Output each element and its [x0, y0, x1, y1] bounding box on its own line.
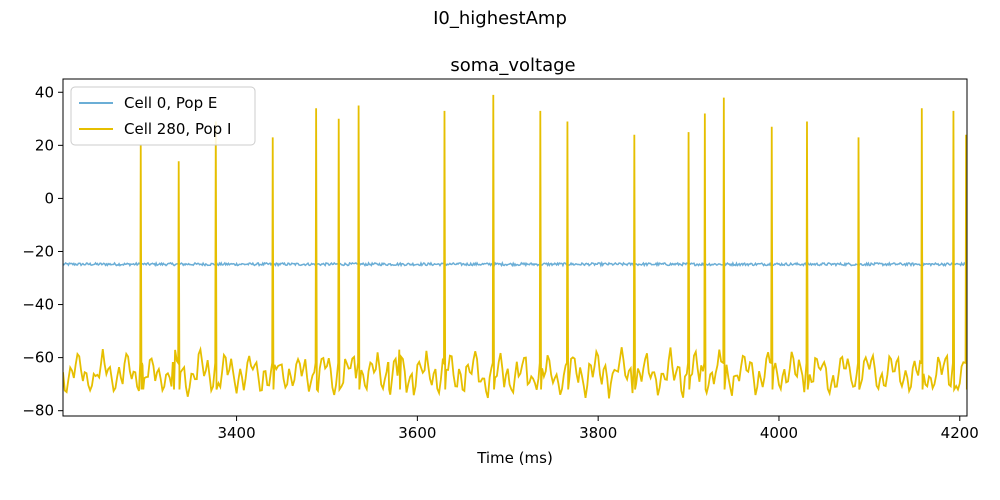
y-tick-label: 40 [35, 83, 54, 101]
x-axis-label: Time (ms) [476, 449, 553, 467]
legend-label: Cell 280, Pop I [124, 120, 231, 138]
legend-box [70, 86, 256, 146]
series-line-cell-0 [63, 260, 967, 268]
y-tick-label: −60 [22, 349, 54, 367]
x-tick-label: 3800 [579, 424, 617, 442]
chart-title: soma_voltage [450, 55, 575, 76]
series-line-cell-280 [63, 94, 967, 399]
y-tick-label: 20 [35, 136, 54, 154]
figure-suptitle: I0_highestAmp [433, 8, 567, 29]
x-axis: 3400 3600 3800 4000 4200 [217, 416, 979, 442]
y-tick-label: −80 [22, 402, 54, 420]
y-axis: 40 20 0 −20 −40 −60 −80 [22, 83, 63, 420]
axes-frame [62, 78, 968, 417]
x-tick-label: 3600 [398, 424, 436, 442]
legend: Cell 0, Pop E Cell 280, Pop I [70, 86, 256, 146]
x-tick-label: 4000 [760, 424, 798, 442]
y-tick-label: −20 [22, 242, 54, 260]
legend-label: Cell 0, Pop E [124, 94, 217, 112]
plot-area [62, 78, 968, 417]
y-tick-label: 0 [44, 189, 54, 207]
y-tick-label: −40 [22, 296, 54, 314]
x-tick-label: 3400 [217, 424, 255, 442]
x-tick-label: 4200 [941, 424, 979, 442]
series-lines [63, 94, 967, 399]
